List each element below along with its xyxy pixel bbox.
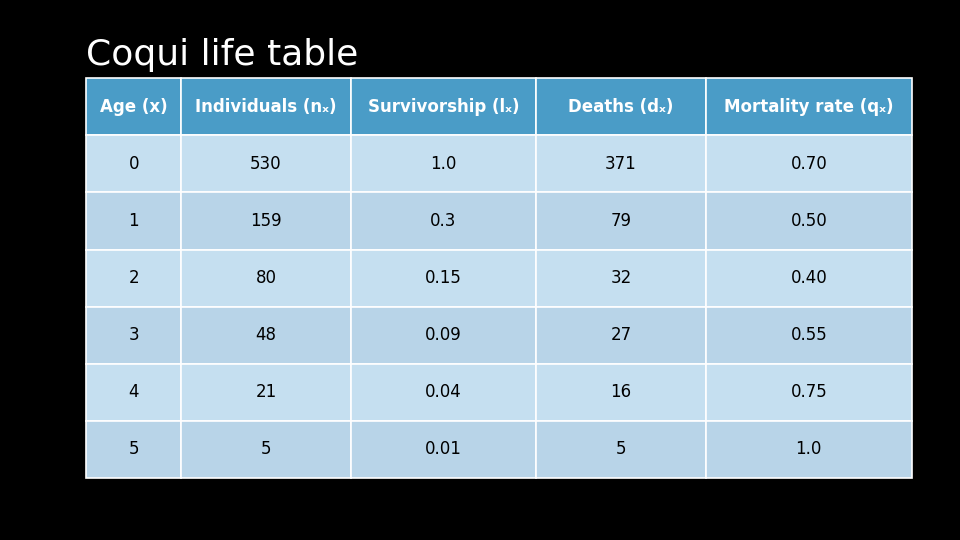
FancyBboxPatch shape [181,136,350,192]
FancyBboxPatch shape [350,78,537,136]
FancyBboxPatch shape [181,307,350,364]
FancyBboxPatch shape [86,249,181,307]
FancyBboxPatch shape [537,78,706,136]
Text: 0.15: 0.15 [425,269,462,287]
FancyBboxPatch shape [706,136,912,192]
Text: 27: 27 [611,326,632,344]
Text: Deaths (dₓ): Deaths (dₓ) [568,98,674,116]
FancyBboxPatch shape [350,421,537,478]
Text: 48: 48 [255,326,276,344]
FancyBboxPatch shape [86,307,181,364]
Text: Individuals (nₓ): Individuals (nₓ) [195,98,337,116]
Text: 530: 530 [251,155,282,173]
Text: 16: 16 [611,383,632,401]
FancyBboxPatch shape [537,249,706,307]
Text: 5: 5 [615,440,626,458]
FancyBboxPatch shape [86,364,181,421]
Text: 0.55: 0.55 [790,326,828,344]
FancyBboxPatch shape [350,307,537,364]
Text: 371: 371 [605,155,636,173]
FancyBboxPatch shape [706,307,912,364]
FancyBboxPatch shape [181,364,350,421]
FancyBboxPatch shape [706,421,912,478]
Text: 2: 2 [129,269,139,287]
FancyBboxPatch shape [706,78,912,136]
Text: 0.70: 0.70 [790,155,828,173]
FancyBboxPatch shape [706,249,912,307]
Text: 0.50: 0.50 [790,212,828,230]
FancyBboxPatch shape [350,249,537,307]
Text: 0.04: 0.04 [425,383,462,401]
Text: 5: 5 [129,440,139,458]
Text: Coqui life table: Coqui life table [86,38,359,72]
FancyBboxPatch shape [181,249,350,307]
FancyBboxPatch shape [706,364,912,421]
FancyBboxPatch shape [86,136,181,192]
Text: Survivorship (lₓ): Survivorship (lₓ) [368,98,519,116]
Text: 32: 32 [611,269,632,287]
FancyBboxPatch shape [537,136,706,192]
FancyBboxPatch shape [86,78,181,136]
FancyBboxPatch shape [350,136,537,192]
FancyBboxPatch shape [181,421,350,478]
FancyBboxPatch shape [537,364,706,421]
Text: 3: 3 [129,326,139,344]
FancyBboxPatch shape [181,78,350,136]
Text: 80: 80 [255,269,276,287]
FancyBboxPatch shape [537,192,706,249]
FancyBboxPatch shape [86,421,181,478]
FancyBboxPatch shape [86,192,181,249]
Text: Age (x): Age (x) [100,98,168,116]
FancyBboxPatch shape [350,192,537,249]
FancyBboxPatch shape [537,307,706,364]
Text: 21: 21 [255,383,276,401]
Text: 4: 4 [129,383,139,401]
FancyBboxPatch shape [706,192,912,249]
Text: 79: 79 [611,212,632,230]
Text: 0.75: 0.75 [790,383,828,401]
Text: 0.09: 0.09 [425,326,462,344]
Text: 0.40: 0.40 [790,269,828,287]
Text: Mortality rate (qₓ): Mortality rate (qₓ) [724,98,894,116]
Text: 1.0: 1.0 [796,440,822,458]
FancyBboxPatch shape [537,421,706,478]
FancyBboxPatch shape [350,364,537,421]
Text: 0.3: 0.3 [430,212,457,230]
Text: 0: 0 [129,155,139,173]
Text: 1: 1 [129,212,139,230]
Text: 159: 159 [251,212,282,230]
FancyBboxPatch shape [181,192,350,249]
Text: 1.0: 1.0 [430,155,457,173]
Text: 0.01: 0.01 [425,440,462,458]
Text: 5: 5 [261,440,272,458]
